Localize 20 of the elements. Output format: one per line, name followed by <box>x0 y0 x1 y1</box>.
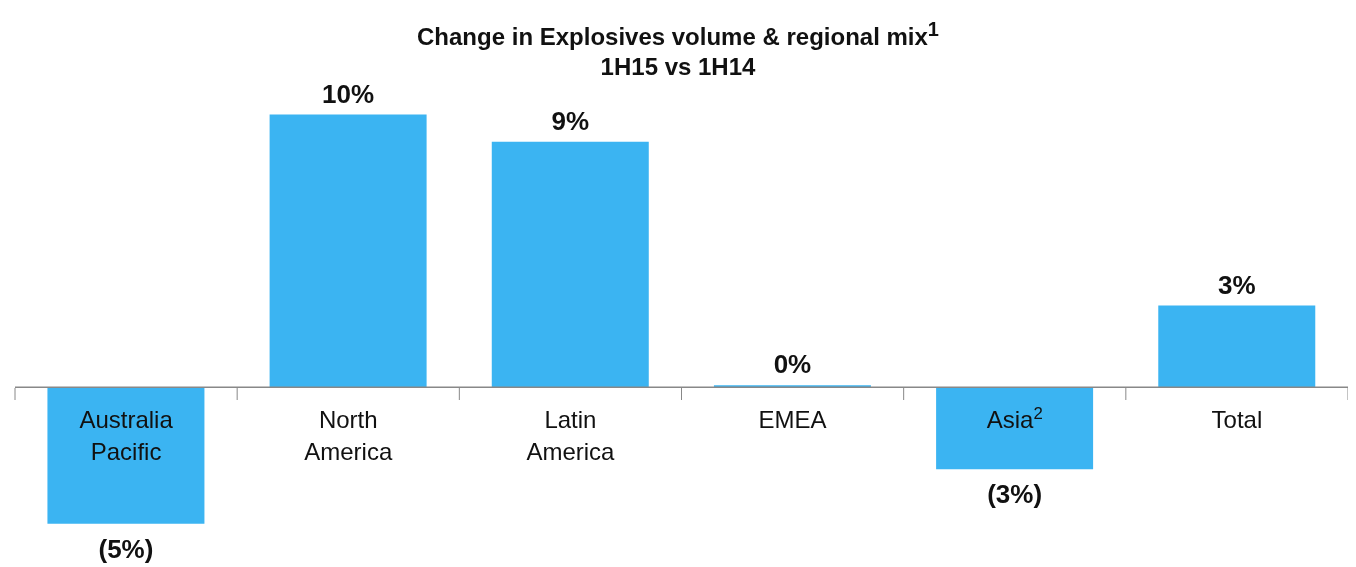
data-label: 0% <box>773 349 812 380</box>
bar <box>47 387 205 524</box>
data-label: 10% <box>322 78 375 109</box>
bar <box>491 141 649 388</box>
x-tick-label: North America <box>304 406 393 465</box>
bar <box>269 114 427 388</box>
bar <box>713 385 871 388</box>
data-label: 9% <box>551 105 590 136</box>
data-label: (5%) <box>98 533 154 564</box>
x-tick-label: Australia Pacific <box>79 406 174 465</box>
chart-title: Change in Explosives volume & regional mix$^{1}$ <box>416 17 940 52</box>
data-label: 3% <box>1217 269 1256 300</box>
data-label: (3%) <box>987 479 1043 510</box>
x-tick-label: Asia$^{2}$ <box>986 403 1043 433</box>
x-tick-label: Latin America <box>526 406 616 465</box>
chart-subtitle: 1H15 vs 1H14 <box>600 53 756 80</box>
bar <box>1158 305 1316 388</box>
x-tick-label: Total <box>1211 406 1263 433</box>
x-tick-label: EMEA <box>758 406 827 433</box>
bar <box>936 387 1094 470</box>
